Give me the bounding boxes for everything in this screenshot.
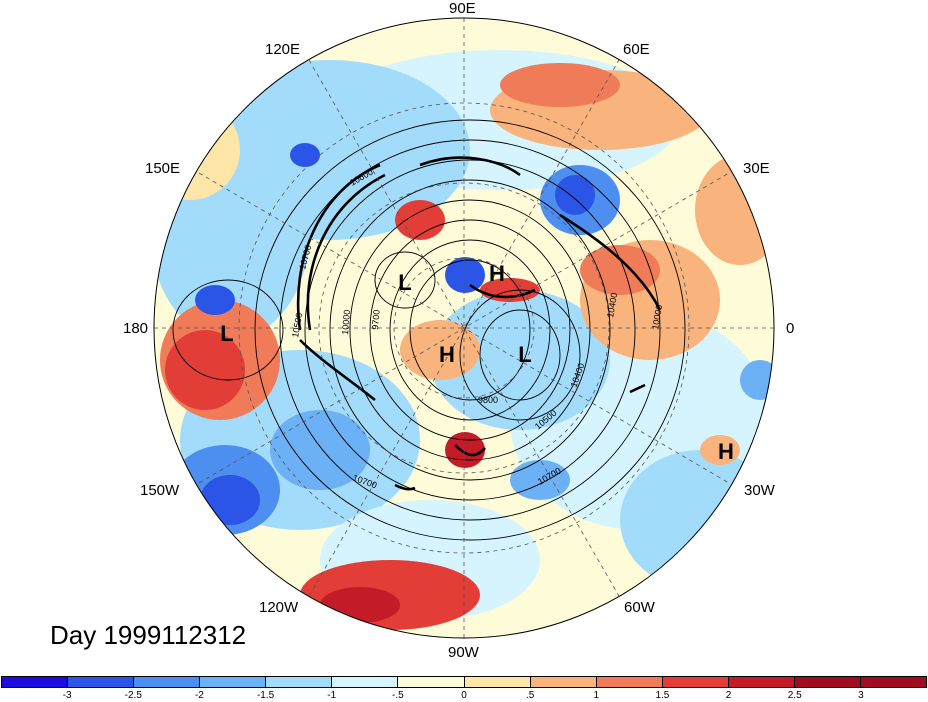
colorbar-cell: [200, 677, 267, 687]
colorbar-cell: [134, 677, 201, 687]
colorbar-cell: [332, 677, 399, 687]
colorbar: [1, 676, 927, 688]
day-title: Day 1999112312: [50, 620, 247, 650]
colorbar-tick-label: 1: [593, 690, 600, 701]
contour-label: 10000: [650, 304, 664, 330]
lon-label-60w: 60W: [624, 599, 655, 616]
colorbar-cell: [266, 677, 333, 687]
colorbar-tick-label: -1: [327, 690, 337, 701]
colorbar-tick-label: 2: [725, 690, 732, 701]
colorbar-tick-label: 1.5: [655, 690, 670, 701]
colorbar-cell: [794, 677, 862, 687]
high-center-arctic: H: [439, 342, 455, 367]
lon-label-150w: 150W: [140, 482, 180, 499]
colorbar-tick-label: .5: [525, 690, 535, 701]
colorbar-cell: [728, 677, 795, 687]
colorbar-tick-label: -2: [194, 690, 204, 701]
colorbar-cell: [530, 677, 597, 687]
contour-label: 10500: [290, 312, 304, 338]
colorbar-tick-label: -.5: [392, 690, 404, 701]
lon-label-180: 180: [123, 320, 149, 337]
lon-label-150e: 150E: [145, 160, 181, 177]
anomaly-field: [154, 18, 774, 638]
colorbar-tick-label: 2.5: [787, 690, 802, 701]
colorbar-cell: [861, 677, 927, 687]
colorbar-cell: [68, 677, 135, 687]
lon-label-60e: 60E: [623, 41, 650, 58]
contour-label: 9700: [370, 309, 382, 330]
contour-label: 10400: [605, 292, 619, 318]
low-center-greenland: L: [518, 342, 531, 367]
map-border: [153, 17, 775, 639]
colorbar-tick-label: 3: [858, 690, 864, 701]
high-center-kara: H: [489, 261, 505, 286]
contour-label: 9800: [478, 395, 498, 405]
colorbar-cell: [662, 677, 729, 687]
contour-label: 10000: [340, 309, 352, 335]
low-center-pacific: L: [220, 321, 233, 346]
lon-label-120w: 120W: [259, 599, 299, 616]
colorbar-tick-label: -1.5: [256, 690, 275, 701]
lon-label-90w: 90W: [448, 644, 479, 661]
lon-label-30w: 30W: [744, 482, 775, 499]
colorbar-cell: [464, 677, 531, 687]
lon-label-120e: 120E: [265, 41, 301, 58]
colorbar-cell: [596, 677, 663, 687]
lon-label-90e: 90E: [449, 0, 476, 17]
low-center-siberia: L: [398, 270, 411, 295]
high-center-atlantic: H: [718, 439, 734, 464]
colorbar-tick-label: -2.5: [124, 690, 142, 701]
colorbar-tick-label: -3: [62, 690, 72, 701]
lon-label-0: 0: [786, 320, 795, 337]
colorbar-cell: [398, 677, 465, 687]
colorbar-tick-label: 0: [461, 690, 467, 701]
colorbar-cell: [2, 677, 69, 687]
lon-label-30e: 30E: [743, 160, 770, 177]
